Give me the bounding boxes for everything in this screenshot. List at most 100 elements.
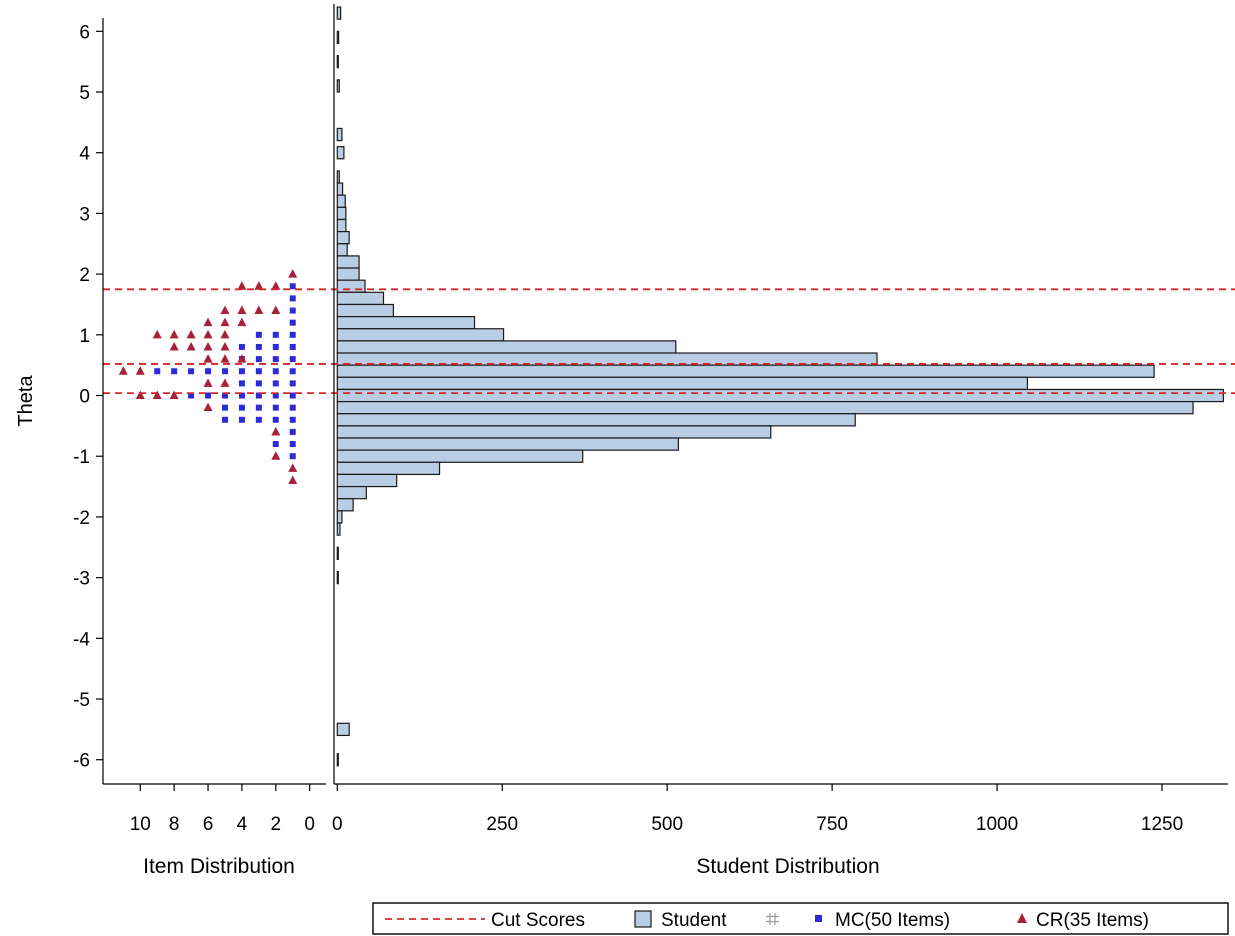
mc-point (188, 368, 195, 375)
mc-point (272, 343, 279, 350)
mc-point (289, 343, 296, 350)
student-bar (336, 510, 343, 524)
cr-point (203, 329, 213, 339)
y-tick-label: 1 (79, 326, 90, 347)
mc-point (255, 380, 262, 387)
student-bar (336, 6, 342, 20)
cr-point (220, 341, 230, 351)
cr-point (288, 269, 298, 278)
mc-point (238, 343, 245, 350)
student-x-tick-label: 250 (486, 814, 518, 835)
y-tick-label: -4 (73, 629, 90, 650)
student-bar (336, 485, 367, 500)
cr-point (271, 426, 281, 436)
cr-point (237, 354, 247, 363)
student-x-tick-label: 750 (816, 814, 848, 835)
student-x-tick-label: 1000 (976, 814, 1018, 835)
student-bar (336, 218, 347, 233)
mc-point (255, 356, 262, 363)
student-bar (336, 473, 398, 488)
y-tick-label: 3 (79, 204, 90, 225)
legend-student-swatch (634, 910, 652, 928)
mc-point (289, 392, 296, 399)
mc-point (171, 368, 178, 375)
student-bar (336, 570, 339, 585)
mc-point (272, 356, 279, 363)
mc-point (238, 392, 245, 399)
cr-point (237, 317, 247, 327)
student-bar (336, 243, 348, 257)
y-axis-title: Theta (15, 375, 37, 427)
student-bar (336, 194, 346, 208)
student-bar (336, 30, 340, 45)
mc-point (221, 392, 228, 399)
student-bar (336, 279, 366, 293)
mc-point (272, 380, 279, 387)
student-bar (336, 722, 350, 737)
student-bar (336, 340, 677, 354)
mc-point (289, 428, 296, 435)
student-bar (336, 206, 347, 221)
legend-mc-swatch (815, 915, 822, 922)
legend-mc-label: MC(50 Items) (835, 910, 950, 931)
student-bar (336, 255, 360, 269)
cr-point (237, 281, 247, 290)
student-bar (336, 376, 1029, 391)
y-tick-label: 2 (79, 265, 90, 286)
cr-point (152, 390, 162, 400)
item-x-axis-title: Item Distribution (143, 855, 295, 878)
y-tick-label: -5 (73, 690, 90, 711)
cr-point (271, 305, 281, 315)
mc-point (238, 404, 245, 411)
item-x-tick-label: 0 (304, 814, 315, 835)
cr-point (203, 378, 213, 387)
mc-point (238, 416, 245, 423)
mc-point (289, 356, 296, 363)
mc-point (272, 331, 279, 338)
student-bar (336, 388, 1224, 403)
cr-point (203, 402, 213, 412)
item-x-tick-label: 10 (130, 814, 151, 835)
mc-point (238, 368, 245, 375)
mc-point (289, 453, 296, 460)
student-bar (336, 79, 340, 93)
y-tick-label: -2 (73, 508, 90, 529)
mc-point (255, 368, 262, 375)
student-bar (336, 413, 856, 427)
cr-point (135, 366, 145, 375)
student-bar (336, 146, 345, 160)
student-bar (336, 267, 360, 281)
cr-point (203, 354, 213, 363)
y-tick-label: 5 (79, 83, 90, 104)
mc-point (289, 307, 296, 314)
student-bar (336, 437, 680, 451)
mc-point (289, 404, 296, 411)
student-bar (336, 170, 340, 184)
student-bar (336, 316, 476, 330)
mc-point (289, 416, 296, 423)
student-bar (336, 328, 505, 342)
cr-point (169, 341, 179, 351)
y-tick-label: -6 (73, 751, 90, 772)
student-bar (336, 231, 350, 245)
mc-point (255, 392, 262, 399)
student-bar (336, 127, 343, 142)
student-bar (336, 498, 354, 512)
student-bar (336, 291, 385, 306)
mc-point (272, 368, 279, 375)
student-distribution-panel (336, 6, 1224, 767)
legend-student-label: Student (661, 910, 727, 931)
mc-point (272, 392, 279, 399)
cr-point (288, 475, 298, 484)
mc-point (289, 295, 296, 302)
legend-cut-score-label: Cut Scores (491, 910, 585, 931)
legend: Cut Scores Student MC(50 Items) CR(35 Items… (372, 902, 1229, 935)
mc-point (289, 441, 296, 448)
mc-point (221, 416, 228, 423)
legend-cr-swatch (1017, 913, 1027, 923)
cr-point (220, 317, 230, 327)
cut-score-lines (103, 288, 1235, 394)
mc-point (255, 416, 262, 423)
mc-point (272, 404, 279, 411)
